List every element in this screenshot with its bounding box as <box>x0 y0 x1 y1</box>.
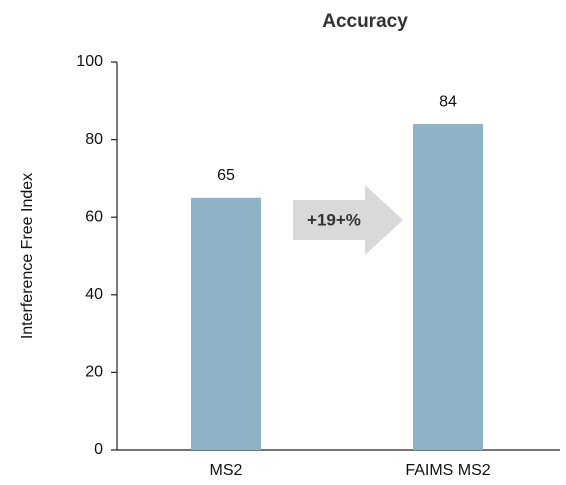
chart-title: Accuracy <box>322 11 408 32</box>
data-label: 65 <box>217 167 235 184</box>
data-label: 84 <box>439 93 457 110</box>
y-tick-label: 60 <box>85 208 103 225</box>
y-tick-label: 0 <box>94 441 103 458</box>
bar <box>413 124 483 450</box>
y-tick-label: 20 <box>85 364 103 381</box>
y-tick-label: 80 <box>85 131 103 148</box>
arrow <box>293 185 403 255</box>
bar <box>191 197 261 450</box>
y-axis-label: Interference Free Index <box>19 173 36 339</box>
annotation: +19+% <box>307 210 361 229</box>
x-tick-label: MS2 <box>210 462 243 479</box>
y-tick-label: 40 <box>85 286 103 303</box>
y-tick-label: 100 <box>76 53 103 70</box>
x-tick-label: FAIMS MS2 <box>405 462 490 479</box>
